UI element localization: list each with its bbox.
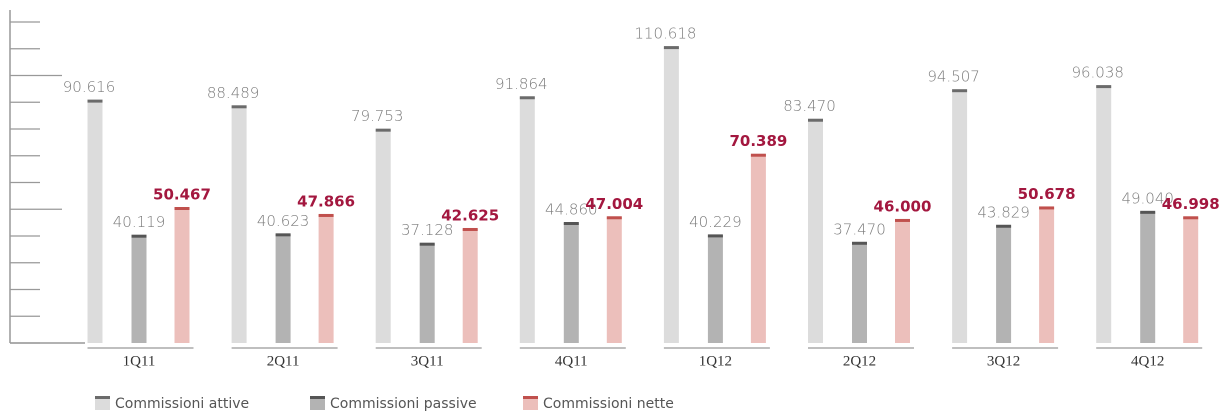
value-label: 47.866 xyxy=(297,192,355,210)
bar-cap xyxy=(519,96,535,100)
legend-swatch-cap xyxy=(310,396,325,399)
value-label: 37.128 xyxy=(401,221,454,239)
bar-cap xyxy=(663,46,679,50)
bar xyxy=(519,97,535,344)
value-label: 40.119 xyxy=(113,213,166,231)
bar xyxy=(663,47,679,343)
value-label: 88.489 xyxy=(207,84,260,102)
bar xyxy=(996,225,1012,343)
bar xyxy=(707,235,723,343)
bar xyxy=(1039,207,1055,343)
value-label: 79.753 xyxy=(351,107,404,125)
bar xyxy=(895,219,910,343)
value-label: 43.829 xyxy=(977,203,1030,221)
bar xyxy=(1096,86,1112,343)
x-tick-label: 3Q11 xyxy=(411,353,444,369)
value-label: 90.616 xyxy=(63,78,116,96)
bar-cap xyxy=(87,99,103,103)
value-label: 46.998 xyxy=(1162,195,1220,213)
bar-cap xyxy=(318,213,334,217)
bar-cap xyxy=(750,153,766,157)
bar-cap xyxy=(996,224,1012,228)
bar-cap xyxy=(895,218,910,222)
value-label: 47.004 xyxy=(585,195,643,213)
bar-cap xyxy=(419,242,435,246)
bar-cap xyxy=(375,128,391,132)
value-label: 49.040 xyxy=(1121,189,1174,207)
bar-cap xyxy=(563,221,579,225)
bar xyxy=(375,129,391,343)
value-label: 96.038 xyxy=(1071,64,1124,82)
bar xyxy=(318,214,334,343)
value-label: 44.860 xyxy=(545,200,598,218)
legend-swatch-cap xyxy=(95,396,110,399)
bar xyxy=(606,217,622,343)
x-tick-label: 4Q12 xyxy=(1131,353,1164,369)
value-label: 50.467 xyxy=(153,186,211,204)
bar xyxy=(1183,217,1199,343)
bar xyxy=(231,106,247,343)
value-label: 42.625 xyxy=(441,206,499,224)
value-label: 50.678 xyxy=(1018,185,1076,203)
bar-cap xyxy=(462,227,478,231)
bar xyxy=(952,90,968,343)
legend-swatch xyxy=(523,396,538,410)
bar-cap xyxy=(275,233,291,237)
bar xyxy=(808,119,823,344)
legend-label: Commissioni passive xyxy=(330,396,477,411)
bar-cap xyxy=(808,118,823,122)
bar-cap xyxy=(174,207,190,211)
legend-label: Commissioni attive xyxy=(115,396,249,411)
bar xyxy=(131,235,147,343)
value-label: 46.000 xyxy=(874,197,932,215)
bar-cap xyxy=(1039,206,1055,210)
x-tick-label: 1Q12 xyxy=(699,353,732,369)
value-label: 40.229 xyxy=(689,213,742,231)
value-label: 37.470 xyxy=(833,220,886,238)
bar xyxy=(563,222,579,343)
bar xyxy=(852,242,867,343)
legend-label: Commissioni nette xyxy=(543,396,674,411)
x-tick-label: 2Q12 xyxy=(843,353,876,369)
x-tick-label: 3Q12 xyxy=(987,353,1020,369)
value-label: 70.389 xyxy=(729,132,787,150)
bar-cap xyxy=(952,89,968,93)
value-label: 94.507 xyxy=(927,68,980,86)
value-label: 83.470 xyxy=(783,97,836,115)
bar xyxy=(275,234,291,343)
bar xyxy=(419,243,435,343)
bar-cap xyxy=(231,105,247,109)
bar-cap xyxy=(1140,210,1156,214)
bar xyxy=(87,100,103,343)
bar-cap xyxy=(852,241,867,245)
bar-cap xyxy=(606,216,622,220)
bar xyxy=(750,154,766,343)
legend-swatch xyxy=(95,396,110,410)
value-label: 91.864 xyxy=(495,75,548,93)
bar xyxy=(1140,211,1156,343)
bar-cap xyxy=(707,234,723,238)
bar-cap xyxy=(131,234,147,238)
bar-cap xyxy=(1183,216,1199,220)
x-tick-label: 1Q11 xyxy=(123,353,156,369)
bar xyxy=(174,208,190,343)
bar xyxy=(462,228,478,343)
bar-cap xyxy=(1096,85,1112,89)
value-label: 40.623 xyxy=(257,212,310,230)
legend-swatch-cap xyxy=(523,396,538,399)
x-tick-label: 4Q11 xyxy=(555,353,588,369)
legend-swatch xyxy=(310,396,325,410)
x-tick-label: 2Q11 xyxy=(267,353,300,369)
value-label: 110.618 xyxy=(634,25,696,43)
